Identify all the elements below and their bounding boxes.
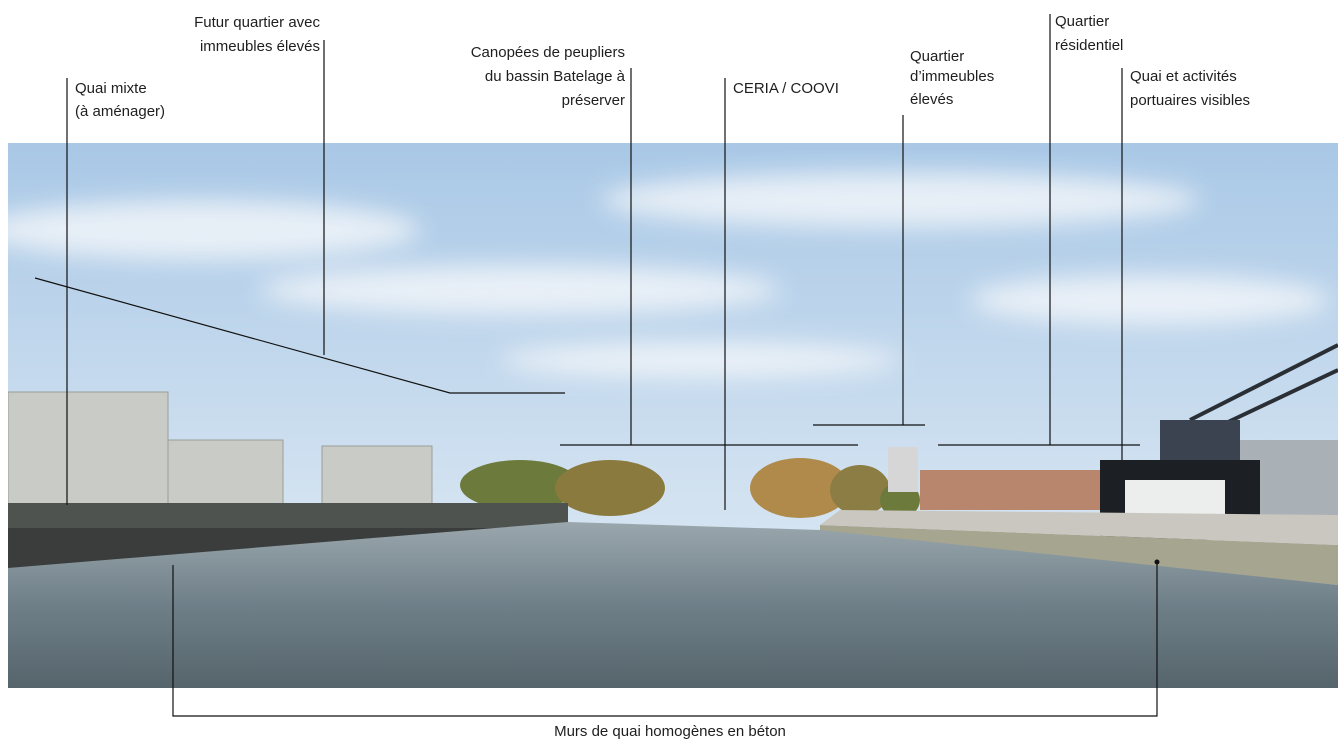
bracket-dot: [1155, 560, 1160, 565]
label: Futur quartier avec: [194, 14, 320, 31]
label: CERIA / COOVI: [733, 80, 839, 97]
label: élevés: [910, 91, 953, 108]
label: du bassin Batelage à: [485, 68, 626, 85]
label: d’immeubles: [910, 68, 994, 85]
annotated-photo: Quai mixte (à aménager) Futur quartier a…: [0, 0, 1338, 740]
label: Quartier: [910, 48, 964, 65]
label: Quai mixte: [75, 80, 147, 97]
label: préserver: [562, 92, 625, 109]
label: Quai et activités: [1130, 68, 1237, 85]
photo: [0, 143, 1338, 688]
label: Quartier: [1055, 13, 1109, 30]
label: Canopées de peupliers: [471, 44, 625, 61]
label: Murs de quai homogènes en béton: [554, 723, 786, 740]
label: immeubles élevés: [200, 38, 320, 55]
label: portuaires visibles: [1130, 92, 1250, 109]
label: (à aménager): [75, 103, 165, 120]
label: résidentiel: [1055, 37, 1123, 54]
